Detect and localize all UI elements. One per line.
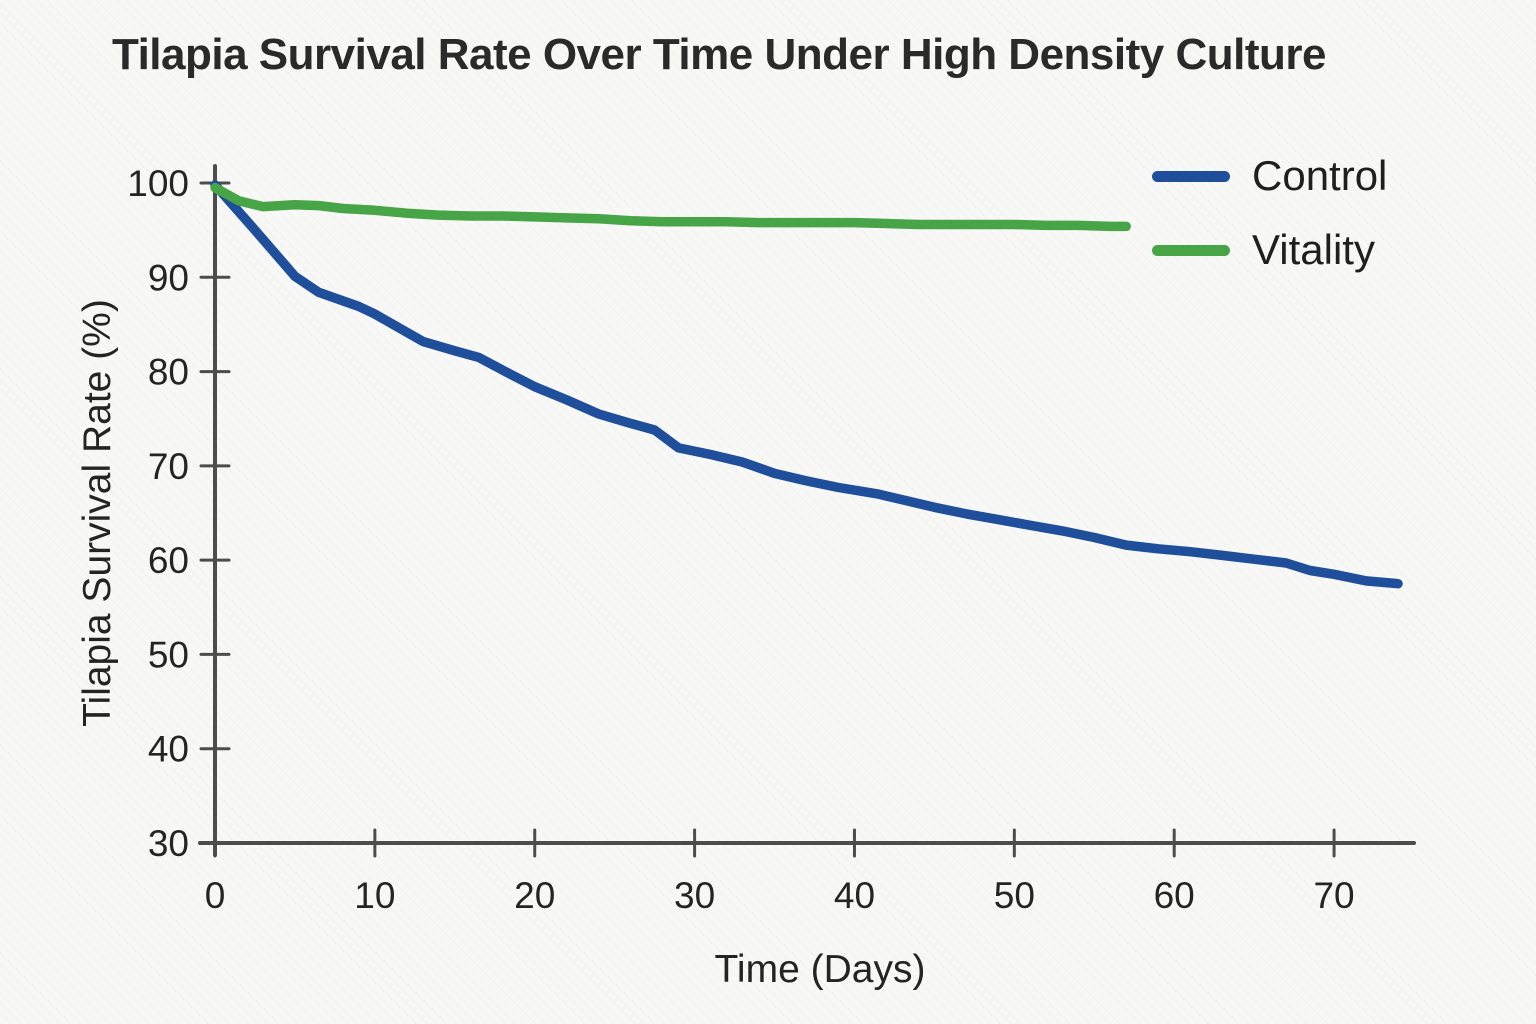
y-tick-label: 80 xyxy=(148,352,189,393)
legend-item-control: Control xyxy=(1152,152,1387,200)
y-tick-label: 90 xyxy=(148,257,189,298)
x-axis-title: Time (Days) xyxy=(714,948,926,991)
y-tick-label: 70 xyxy=(148,446,189,487)
y-tick-label: 40 xyxy=(148,729,189,770)
x-tick-label: 0 xyxy=(205,875,226,916)
control-series-line xyxy=(210,180,1403,589)
y-axis-title-text: Tilapia Survival Rate (%) xyxy=(76,299,119,727)
vitality-line-swatch xyxy=(1152,244,1230,256)
x-tick-label: 30 xyxy=(674,875,715,916)
y-tick-label: 60 xyxy=(148,540,189,581)
y-tick-label: 30 xyxy=(148,823,189,864)
x-tick-label: 50 xyxy=(994,875,1035,916)
legend-label-control: Control xyxy=(1252,152,1388,199)
vitality-series-line xyxy=(210,182,1131,232)
x-tick-label: 60 xyxy=(1154,875,1195,916)
legend-label-vitality: Vitality xyxy=(1252,226,1375,273)
x-tick-label: 10 xyxy=(354,875,395,916)
y-tick-label: 100 xyxy=(127,163,189,204)
control-line-swatch xyxy=(1152,170,1230,182)
legend-item-vitality: Vitality xyxy=(1152,226,1387,274)
chart-title: Tilapia Survival Rate Over Time Under Hi… xyxy=(112,30,1326,79)
x-tick-label: 70 xyxy=(1313,875,1354,916)
legend: Control Vitality xyxy=(1152,152,1387,274)
x-tick-label: 40 xyxy=(834,875,875,916)
y-tick-label: 50 xyxy=(148,634,189,675)
x-tick-label: 20 xyxy=(514,875,555,916)
